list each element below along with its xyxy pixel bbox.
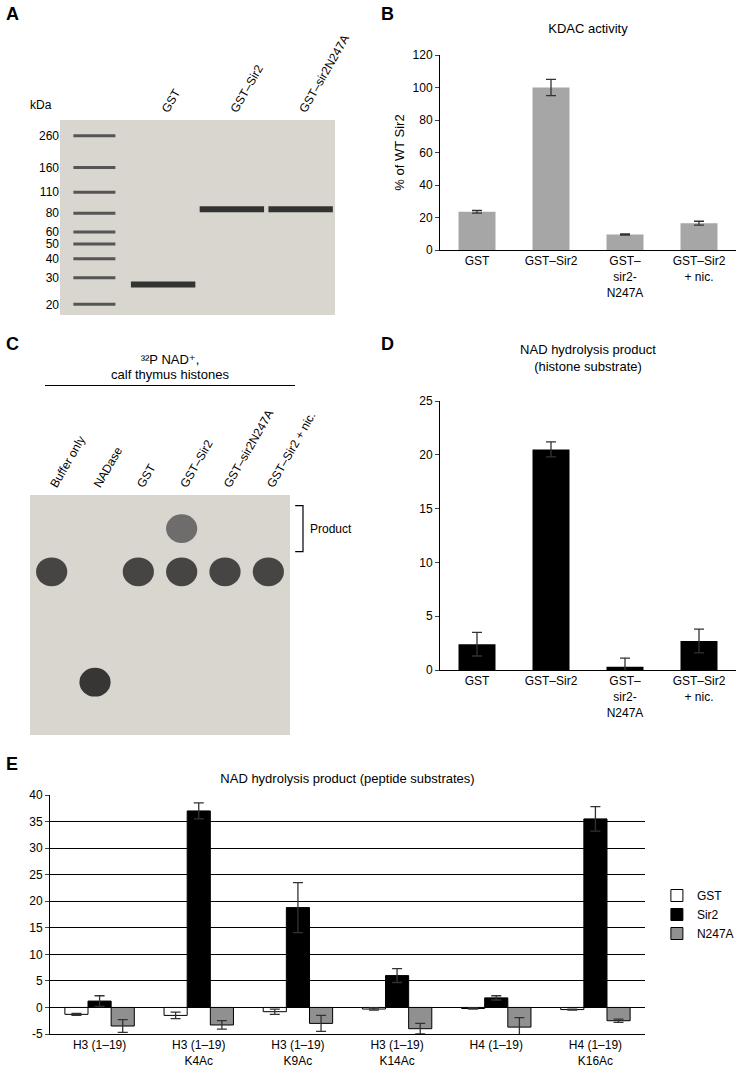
svg-text:kDa: kDa	[30, 98, 52, 112]
svg-text:30: 30	[29, 841, 43, 855]
svg-text:Sir2: Sir2	[697, 908, 719, 922]
svg-text:NADase: NADase	[91, 444, 126, 490]
svg-text:20: 20	[419, 211, 433, 225]
svg-text:KDAC activity: KDAC activity	[548, 21, 628, 36]
svg-text:GST–sir2-N247A: GST–sir2-N247A	[607, 674, 644, 719]
svg-text:110: 110	[40, 185, 59, 199]
html-text:A: A	[6, 4, 19, 24]
svg-text:GST–sir2N247A: GST–sir2N247A	[296, 32, 352, 115]
svg-text:H3 (1–19)K4Ac: H3 (1–19)K4Ac	[172, 1038, 225, 1068]
svg-text:H3 (1–19)K14Ac: H3 (1–19)K14Ac	[370, 1038, 423, 1068]
svg-text:35: 35	[29, 815, 43, 829]
svg-text:40: 40	[29, 788, 43, 802]
svg-text:80: 80	[46, 206, 60, 220]
svg-text:50: 50	[46, 237, 60, 251]
svg-text:80: 80	[419, 113, 433, 127]
svg-text:-5: -5	[32, 1027, 43, 1041]
svg-text:60: 60	[46, 225, 60, 239]
html-text:E: E	[6, 754, 18, 774]
svg-text:0: 0	[426, 663, 433, 677]
svg-text:GST: GST	[159, 86, 184, 115]
svg-text:5: 5	[36, 974, 43, 988]
svg-text:260: 260	[39, 129, 59, 143]
svg-text:GST–Sir2 + nic.: GST–Sir2 + nic.	[264, 409, 319, 490]
svg-text:GST–Sir2+ nic.: GST–Sir2+ nic.	[673, 254, 726, 284]
svg-text:Buffer only: Buffer only	[47, 434, 88, 490]
svg-text:GST–Sir2+ nic.: GST–Sir2+ nic.	[673, 674, 726, 704]
svg-text:GST–Sir2: GST–Sir2	[177, 437, 216, 490]
svg-text:15: 15	[29, 921, 43, 935]
html-text:C: C	[6, 334, 19, 354]
svg-text:H4 (1–19)K16Ac: H4 (1–19)K16Ac	[569, 1038, 622, 1068]
svg-text:NAD hydrolysis product (peptid: NAD hydrolysis product (peptide substrat…	[220, 771, 474, 786]
svg-text:25: 25	[29, 868, 43, 882]
svg-text:GST–Sir2: GST–Sir2	[228, 62, 267, 115]
svg-text:GST: GST	[134, 461, 159, 490]
svg-text:20: 20	[419, 448, 433, 462]
svg-text:GST–Sir2: GST–Sir2	[525, 254, 578, 268]
svg-text:GST: GST	[465, 254, 490, 268]
svg-text:GST–sir2-N247A: GST–sir2-N247A	[607, 254, 644, 299]
svg-text:% of WT Sir2: % of WT Sir2	[392, 114, 407, 190]
svg-text:25: 25	[419, 394, 433, 408]
svg-text:GST–Sir2: GST–Sir2	[525, 674, 578, 688]
svg-text:10: 10	[29, 948, 43, 962]
svg-text:GST–sir2N247A: GST–sir2N247A	[221, 407, 277, 490]
svg-text:Product: Product	[310, 522, 352, 536]
html-text:³²P NAD⁺, calf thymus histones: ³²P NAD⁺, calf thymus histones	[111, 352, 229, 382]
svg-text:H3 (1–19)K9Ac: H3 (1–19)K9Ac	[271, 1038, 324, 1068]
svg-text:NAD hydrolysis product(histone: NAD hydrolysis product(histone substrate…	[520, 342, 656, 374]
svg-text:H4 (1–19): H4 (1–19)	[470, 1038, 523, 1052]
html-text:D: D	[381, 334, 394, 354]
html-text:B: B	[381, 4, 394, 24]
svg-text:40: 40	[46, 252, 60, 266]
svg-text:20: 20	[29, 894, 43, 908]
svg-text:60: 60	[419, 146, 433, 160]
svg-text:20: 20	[46, 298, 60, 312]
svg-text:0: 0	[36, 1001, 43, 1015]
svg-text:10: 10	[419, 556, 433, 570]
svg-text:H3 (1–19): H3 (1–19)	[73, 1038, 126, 1052]
svg-text:5: 5	[426, 609, 433, 623]
svg-text:30: 30	[46, 271, 60, 285]
svg-text:100: 100	[413, 81, 433, 95]
svg-text:160: 160	[39, 161, 59, 175]
svg-text:0: 0	[426, 243, 433, 257]
svg-text:120: 120	[413, 48, 433, 62]
svg-text:N247A: N247A	[697, 927, 734, 941]
svg-text:GST: GST	[697, 889, 722, 903]
svg-text:40: 40	[419, 178, 433, 192]
svg-text:GST: GST	[465, 674, 490, 688]
svg-text:15: 15	[419, 502, 433, 516]
